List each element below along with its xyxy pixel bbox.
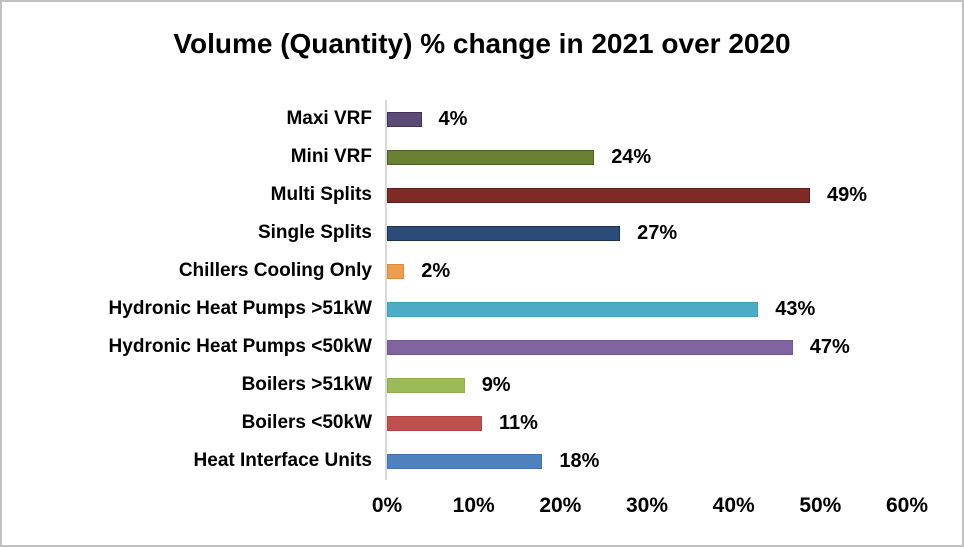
bar <box>387 301 759 317</box>
bar <box>387 415 482 431</box>
bar-area: 43% <box>385 290 905 328</box>
value-label: 49% <box>827 183 868 206</box>
chart-row: Chillers Cooling Only 2% <box>2 252 962 290</box>
x-axis-tick-label: 50% <box>799 494 842 517</box>
bar <box>387 339 793 355</box>
category-label: Multi Splits <box>270 184 372 205</box>
bar-area: 2% <box>385 252 905 290</box>
chart-row: Mini VRF 24% <box>2 138 962 176</box>
x-axis-tick-label: 60% <box>885 494 929 517</box>
category-label: Maxi VRF <box>286 108 372 129</box>
bar <box>387 225 621 241</box>
x-axis-tick-label: 40% <box>712 494 755 517</box>
bar <box>387 187 811 203</box>
value-label: 24% <box>611 145 652 168</box>
x-axis-tick-label: 0% <box>371 494 403 517</box>
category-label: Hydronic Heat Pumps <50kW <box>108 336 372 357</box>
chart-title: Volume (Quantity) % change in 2021 over … <box>173 28 791 59</box>
bar-area: 24% <box>385 138 905 176</box>
bar-area: 11% <box>385 404 905 442</box>
category-label: Heat Interface Units <box>193 450 372 471</box>
category-label: Boilers >51kW <box>241 374 372 395</box>
bar-area: 18% <box>385 442 905 480</box>
x-axis: 0% 10% 20% 30% 40% 50% 60% <box>372 494 928 524</box>
x-axis-tick-label: 10% <box>452 494 495 517</box>
chart-row: Single Splits 27% <box>2 214 962 252</box>
bar <box>387 377 465 393</box>
value-label: 18% <box>559 449 600 472</box>
value-label: 4% <box>438 107 468 130</box>
bar-area: 49% <box>385 176 905 214</box>
chart-row: Multi Splits 49% <box>2 176 962 214</box>
category-label: Hydronic Heat Pumps >51kW <box>108 298 372 319</box>
value-label: 27% <box>637 221 678 244</box>
value-label: 43% <box>775 297 816 320</box>
x-axis-tick-label: 20% <box>539 494 582 517</box>
bar-area: 27% <box>385 214 905 252</box>
bar <box>387 453 543 469</box>
bar-area: 4% <box>385 100 905 138</box>
bar-chart-plot-area: Maxi VRF 4% Mini VRF 24% Multi Splits 49% Sing… <box>2 100 962 480</box>
bar <box>387 149 595 165</box>
bar-area: 9% <box>385 366 905 404</box>
bar <box>387 111 422 127</box>
bar-area: 47% <box>385 328 905 366</box>
category-label: Boilers <50kW <box>241 412 372 433</box>
value-label: 2% <box>421 259 451 282</box>
chart-row: Hydronic Heat Pumps <50kW 47% <box>2 328 962 366</box>
category-label: Mini VRF <box>290 146 372 167</box>
x-axis-tick-label: 30% <box>625 494 669 517</box>
chart-row: Boilers <50kW 11% <box>2 404 962 442</box>
category-label: Single Splits <box>257 222 372 243</box>
chart-row: Heat Interface Units 18% <box>2 442 962 480</box>
value-label: 47% <box>809 335 850 358</box>
chart-row: Hydronic Heat Pumps >51kW 43% <box>2 290 962 328</box>
bar <box>387 263 405 279</box>
value-label: 11% <box>498 411 538 434</box>
chart-row: Boilers >51kW 9% <box>2 366 962 404</box>
category-label: Chillers Cooling Only <box>178 260 372 281</box>
value-label: 9% <box>481 373 511 396</box>
chart-row: Maxi VRF 4% <box>2 100 962 138</box>
